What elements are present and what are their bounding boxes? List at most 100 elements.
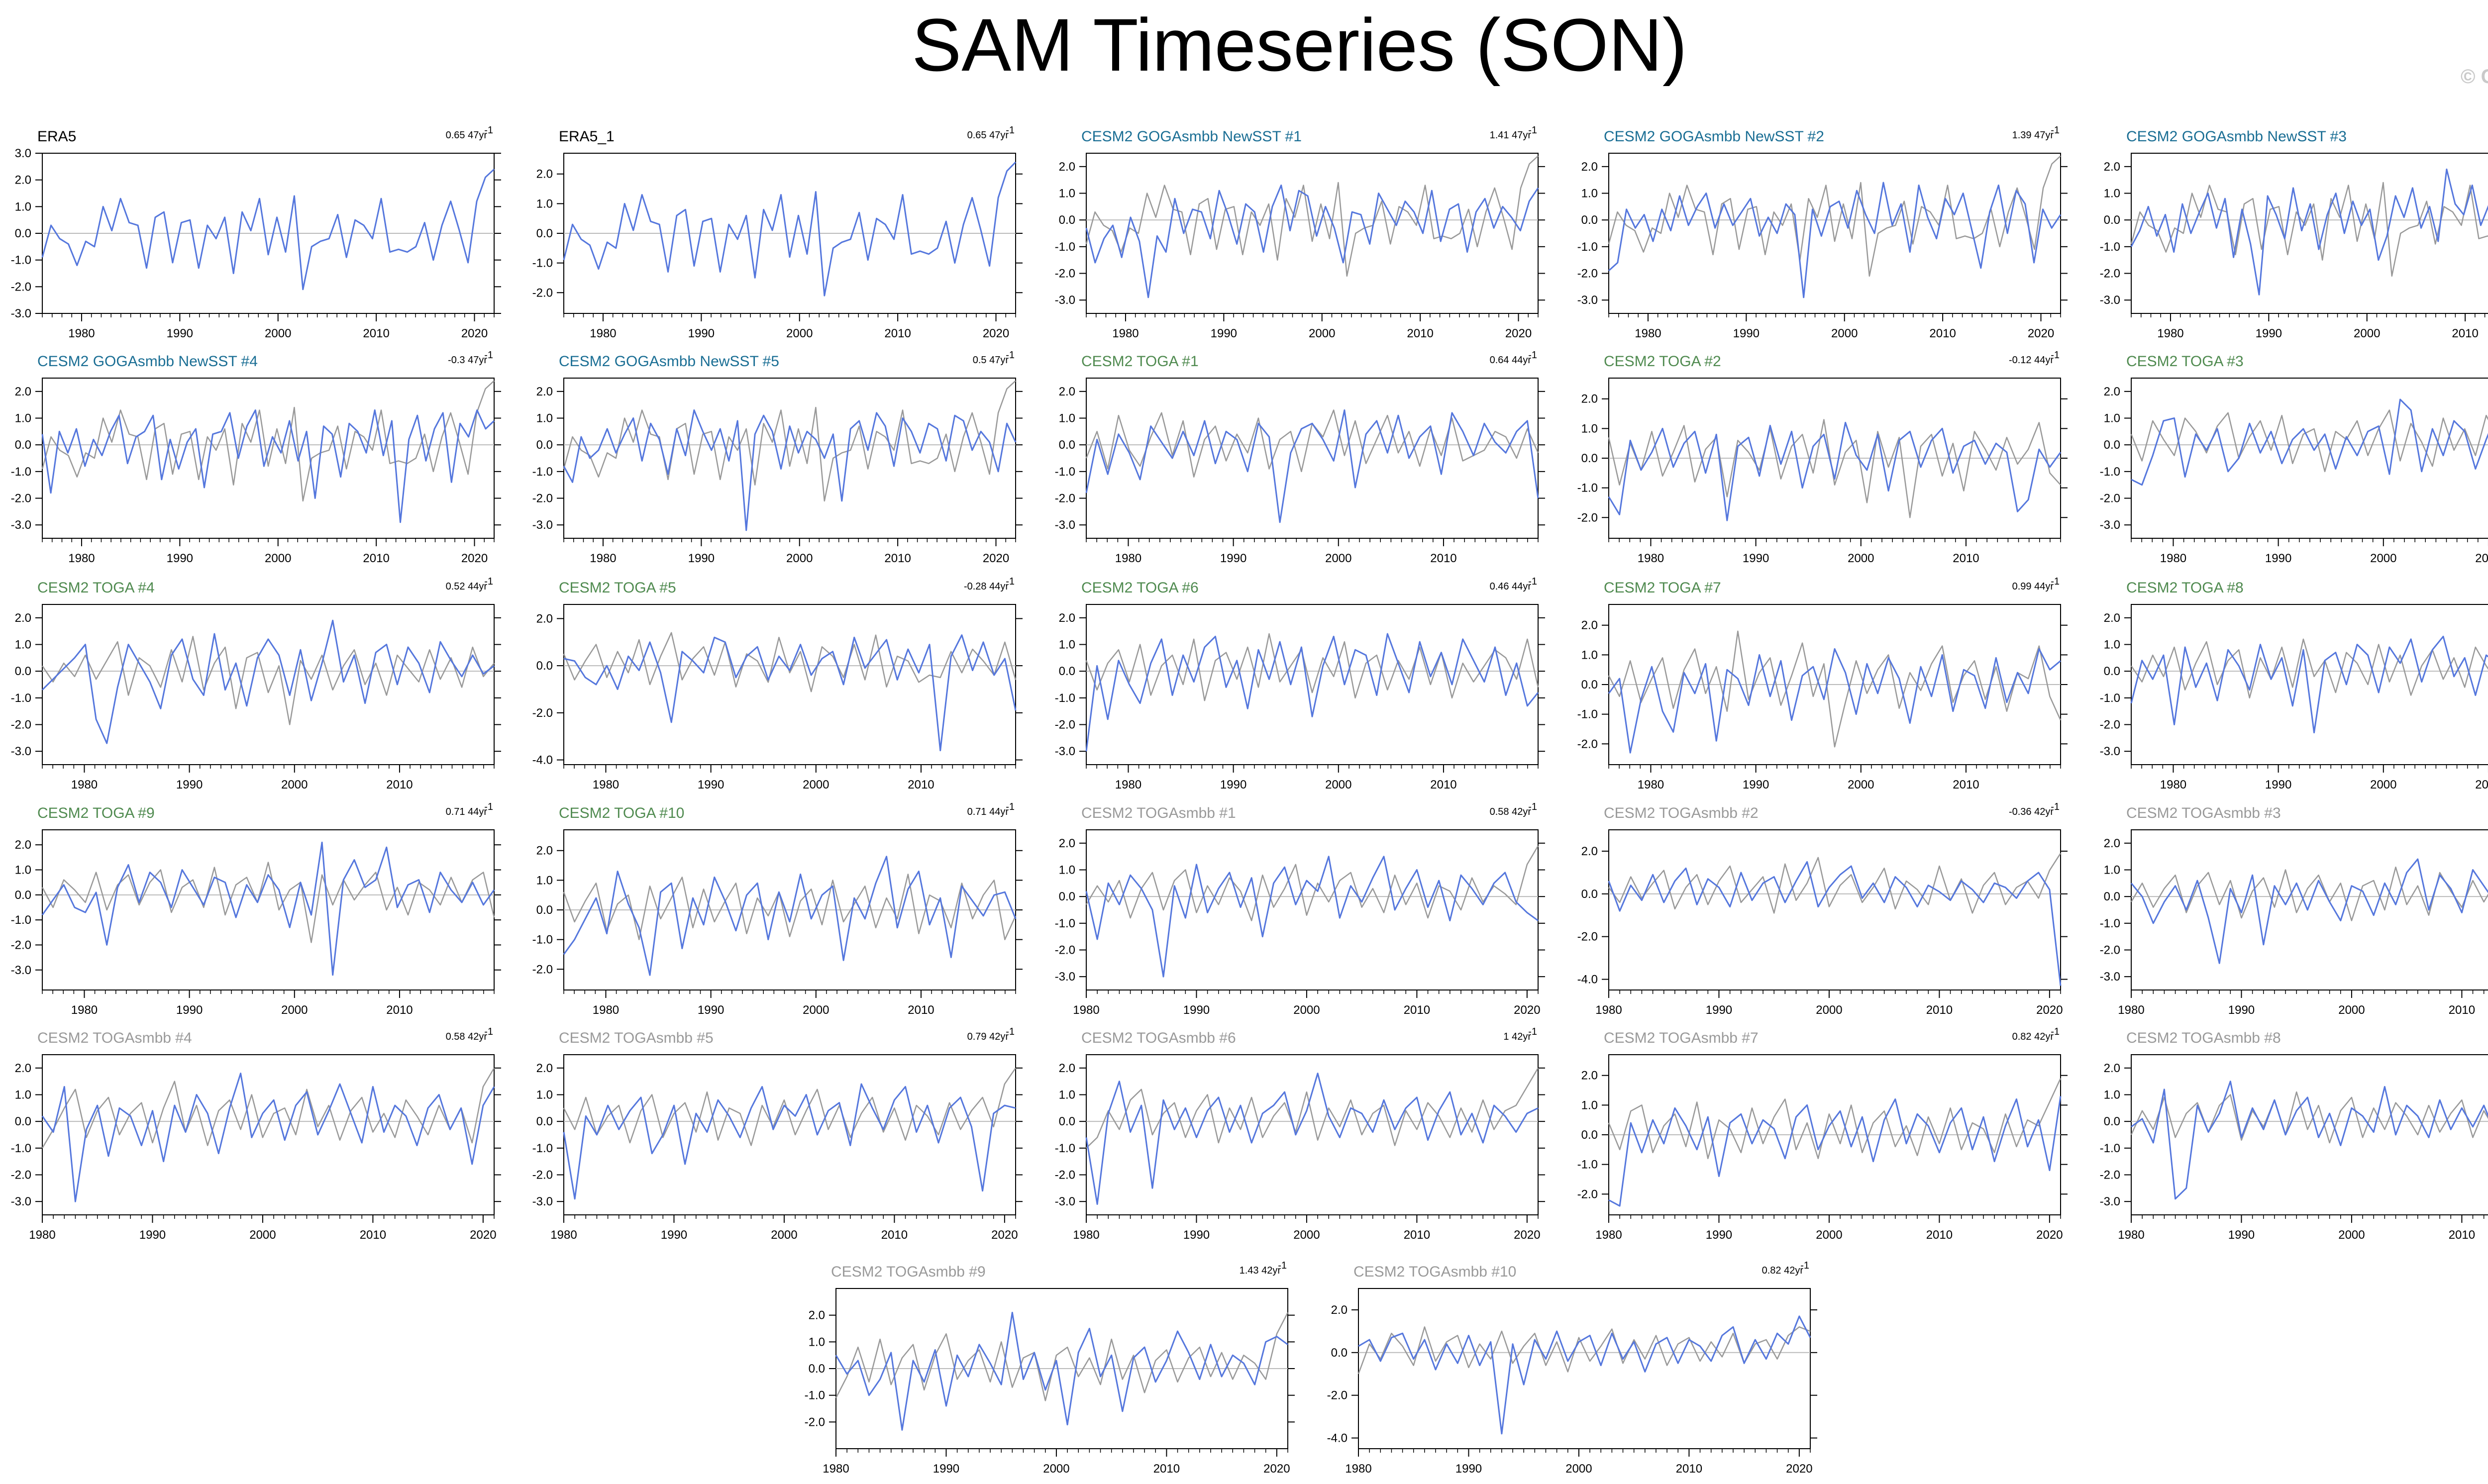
y-tick-label: -3.0: [11, 1195, 31, 1208]
series-line-reference: [1608, 853, 2062, 914]
x-tick-label: 2010: [1404, 1228, 1430, 1242]
series-line-primary: [1608, 182, 2062, 298]
trend-label: 1.43 42yr: [1240, 1265, 1281, 1276]
y-tick-label: -2.0: [532, 963, 553, 976]
plot-frame: [1086, 604, 1539, 765]
y-tick-label: 1.0: [536, 874, 553, 887]
chart-panel: CESM2 GOGAsmbb NewSST #1 1.41 47yr-1 2.0 1.…: [1055, 125, 1545, 340]
chart-panel: CESM2 TOGA #1 0.64 44yr-1 2.0 1.0 0.0 -1.0 -2.…: [1055, 350, 1545, 565]
y-tick-label: -1.0: [532, 257, 553, 270]
x-tick-label: 1980: [29, 1228, 55, 1242]
y-tick-label: 1.0: [2104, 187, 2120, 200]
y-tick-label: 1.0: [2104, 412, 2120, 425]
plot-frame: [2131, 829, 2488, 990]
y-tick-label: -2.0: [2100, 267, 2120, 281]
x-tick-label: 2010: [2449, 1003, 2475, 1017]
series-line-reference: [41, 862, 495, 943]
x-tick-label: 2000: [1831, 327, 1858, 340]
y-tick-label: -2.0: [1577, 267, 1598, 281]
series-line-reference: [1608, 155, 2061, 277]
x-tick-label: 2000: [1309, 327, 1335, 340]
y-tick-label: 2.0: [2104, 837, 2120, 850]
x-tick-label: 2010: [386, 1003, 413, 1017]
x-tick-label: 1990: [1743, 552, 1769, 565]
y-tick-label: -2.0: [1055, 1169, 1075, 1182]
series-line-reference: [2130, 182, 2488, 277]
x-tick-label: 2010: [363, 327, 389, 340]
series-line-reference: [1085, 845, 1539, 921]
y-tick-label: 1.0: [1059, 1088, 1075, 1102]
chart-panel: CESM2 TOGAsmbb #80.39 42yr-12.01.00.0-1.…: [2100, 1030, 2488, 1242]
y-tick-label: 2.0: [1059, 611, 1075, 625]
chart-panel: CESM2 GOGAsmbb NewSST #2 1.39 47yr-1 2.0 1.…: [1577, 125, 2068, 340]
panel-title: CESM2 TOGAsmbb #5: [559, 1030, 714, 1046]
chart-panel: CESM2 TOGA #4 0.52 44yr-1 2.0 1.0 0.0 -1.0 -2.…: [11, 576, 501, 791]
series-line-primary: [41, 169, 495, 291]
trend-exponent: -1: [2051, 801, 2060, 812]
x-tick-label: 2010: [1926, 1228, 1953, 1242]
y-tick-label: 1.0: [1581, 1098, 1598, 1112]
y-tick-label: 0.0: [15, 438, 31, 452]
x-tick-label: 2000: [2354, 327, 2380, 340]
x-tick-label: 2000: [281, 1003, 308, 1017]
y-tick-label: 0.0: [1581, 678, 1598, 692]
panel-title: CESM2 TOGA #2: [1604, 353, 1721, 370]
plot-frame: [2131, 1054, 2488, 1215]
x-tick-label: 1980: [71, 778, 98, 791]
x-tick-label: 2000: [265, 552, 291, 565]
y-tick-label: 1.0: [1059, 412, 1075, 425]
y-tick-label: -1.0: [1055, 1142, 1075, 1155]
y-tick-label: -2.0: [532, 286, 553, 299]
y-tick-label: -2.0: [1577, 1187, 1598, 1201]
y-tick-label: 0.0: [536, 1115, 553, 1128]
x-tick-label: 2020: [983, 552, 1009, 565]
chart-panel: CESM2 GOGAsmbb NewSST #30.77 47yr-12.01.…: [2100, 128, 2488, 340]
trend-label: 1.41 47yr: [1490, 130, 1532, 141]
x-tick-label: 1980: [71, 1003, 98, 1017]
x-tick-label: 2000: [1293, 1003, 1320, 1017]
plot-frame: [1358, 1288, 1811, 1449]
panel-title: CESM2 TOGA #4: [37, 580, 155, 596]
trend-label: -0.36 42yr: [2009, 806, 2054, 817]
y-tick-label: 2.0: [536, 844, 553, 858]
trend-exponent: -1: [2051, 125, 2060, 136]
x-tick-label: 1990: [1183, 1228, 1210, 1242]
x-tick-label: 1980: [590, 327, 616, 340]
y-tick-label: -3.0: [1055, 518, 1075, 532]
trend-label: -0.3 47yr: [448, 355, 487, 366]
chart-panel: CESM2 TOGAsmbb #2 -0.36 42yr-1 2.0 0.0 -2.0 -…: [1577, 801, 2068, 1017]
y-tick-label: -4.0: [1327, 1432, 1348, 1445]
panel-title: CESM2 TOGA #10: [559, 805, 684, 821]
y-tick-label: -2.0: [532, 706, 553, 720]
y-tick-label: 1.0: [1059, 864, 1075, 877]
y-tick-label: -1.0: [1577, 482, 1598, 495]
plot-frame: [1608, 829, 2061, 990]
y-tick-label: -3.0: [2100, 970, 2120, 984]
series-line-primary: [1608, 861, 2062, 986]
series-line-primary: [2131, 398, 2488, 486]
y-tick-label: -2.0: [11, 280, 31, 294]
plot-frame: [2131, 604, 2488, 765]
trend-label: 1 42yr: [1503, 1031, 1531, 1042]
plot-frame: [2131, 378, 2488, 539]
y-tick-label: -1.0: [1055, 240, 1075, 254]
panel-title: CESM2 GOGAsmbb NewSST #3: [2126, 128, 2347, 145]
y-tick-label: 1.0: [2104, 864, 2120, 877]
y-tick-label: -1.0: [1577, 240, 1598, 254]
x-tick-label: 2020: [983, 327, 1009, 340]
y-tick-label: -2.0: [532, 492, 553, 505]
series-line-reference: [1085, 633, 1539, 701]
y-tick-label: 2.0: [15, 174, 31, 187]
y-tick-label: -3.0: [2100, 294, 2120, 307]
series-line-reference: [1608, 1078, 2062, 1159]
y-tick-label: 0.0: [15, 227, 31, 240]
plot-frame: [1086, 378, 1539, 539]
trend-label: 0.82 42yr: [1762, 1265, 1804, 1276]
y-tick-label: 0.0: [1059, 890, 1075, 903]
y-tick-label: -3.0: [1055, 1195, 1075, 1208]
x-tick-label: 1980: [593, 778, 619, 791]
y-tick-label: -4.0: [532, 754, 553, 767]
y-tick-label: -2.0: [2100, 1169, 2120, 1182]
y-tick-label: -1.0: [2100, 465, 2120, 479]
series-line-primary: [2131, 1081, 2488, 1200]
